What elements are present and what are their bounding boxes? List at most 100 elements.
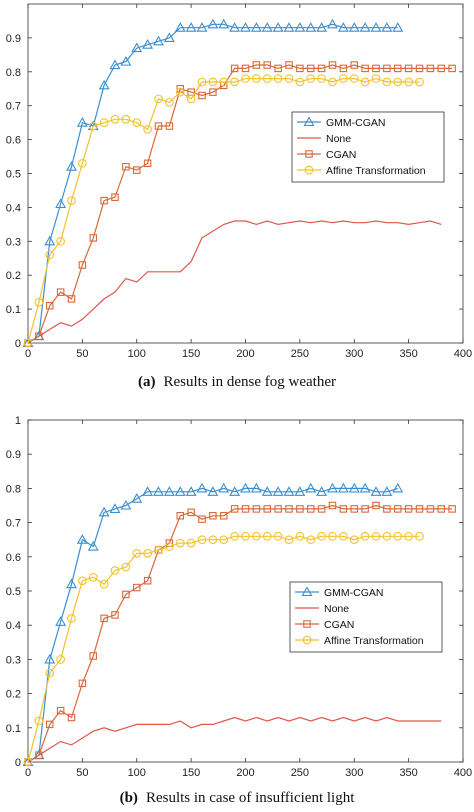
data-point [44,235,56,246]
x-tick-label: 0 [25,767,31,779]
legend-label: CGAN [324,619,354,631]
series-line [27,77,420,344]
x-tick-label: 300 [345,348,363,360]
legend-item: None [295,603,349,615]
data-point [306,535,316,545]
data-point [404,64,413,73]
y-tick-label: 0.1 [6,723,21,735]
data-point [197,535,207,545]
legend-item: None [297,133,351,145]
data-point [121,562,131,572]
data-point [45,668,55,678]
data-point [110,566,120,575]
data-point [393,77,403,87]
legend-item: Affine Transformation [295,635,424,647]
x-tick-label: 100 [128,767,146,779]
data-point [349,535,359,545]
data-point [371,74,381,83]
data-point [89,234,98,242]
data-point [317,74,326,83]
caption-label: (a) [138,374,156,390]
data-point [111,611,119,619]
x-tick-label: 300 [345,767,363,779]
data-point [88,572,98,582]
data-point [261,22,273,32]
data-point [240,482,251,493]
data-point [143,549,152,558]
data-point [262,531,272,541]
data-point [360,531,370,541]
y-tick-label: 0.5 [6,586,21,598]
legend-label: None [326,133,351,145]
legend: GMM-CGAN None CGAN Affine Transformation [289,581,443,653]
y-tick-label: 0.3 [6,236,21,248]
data-point [133,166,141,174]
data-point [34,297,44,307]
data-point [327,18,338,29]
figure-caption: (a) Results in dense fog weather [138,374,336,390]
data-point [348,482,360,493]
data-point [24,339,32,347]
data-point [241,64,250,73]
data-point [89,652,98,660]
data-point [328,77,337,87]
data-point [76,534,88,544]
data-point [121,114,131,124]
data-point [241,74,250,83]
data-point [392,482,404,493]
data-point [393,64,402,73]
data-point [284,535,294,545]
y-tick-label: 0 [15,338,21,350]
legend-item: CGAN [295,619,354,631]
data-point [175,538,185,548]
y-tick-label: 0.4 [6,620,21,632]
data-point [198,515,206,523]
data-point [176,512,185,520]
data-point [34,716,44,726]
data-point [370,486,382,496]
data-point [67,713,76,722]
data-point [382,531,392,541]
data-point [383,64,391,73]
data-point [262,74,272,83]
data-point [67,196,76,205]
data-point [381,486,393,496]
figure-caption: (b) Results in case of insufficient light [120,790,356,806]
data-point [209,512,217,520]
data-point [220,512,228,520]
data-point [153,35,164,46]
caption-label: (b) [120,790,138,806]
data-point [45,301,54,310]
data-point [316,22,328,32]
data-point [392,22,404,32]
data-point [448,505,456,513]
x-tick-label: 0 [25,348,31,360]
y-tick-label: 0.1 [6,304,21,316]
data-point [361,64,369,73]
data-point [230,531,239,541]
data-point [142,39,154,49]
data-point [120,499,132,510]
data-point [337,22,349,32]
data-point [393,505,402,513]
data-point [350,61,358,69]
x-tick-label: 400 [454,348,472,360]
data-point [372,501,380,510]
data-point [370,22,382,32]
data-point [198,91,206,100]
data-point [229,22,241,32]
x-tick-label: 350 [399,767,417,779]
data-point [187,508,195,517]
legend-label: GMM-CGAN [326,117,386,129]
data-point [349,74,359,83]
data-point [263,61,271,69]
data-point [283,22,295,32]
data-point [163,486,175,496]
data-point [285,61,293,69]
data-point [142,486,154,496]
data-point [415,505,424,513]
data-point [316,486,328,496]
data-point [88,121,98,131]
data-point [111,193,119,201]
data-point [66,578,77,589]
